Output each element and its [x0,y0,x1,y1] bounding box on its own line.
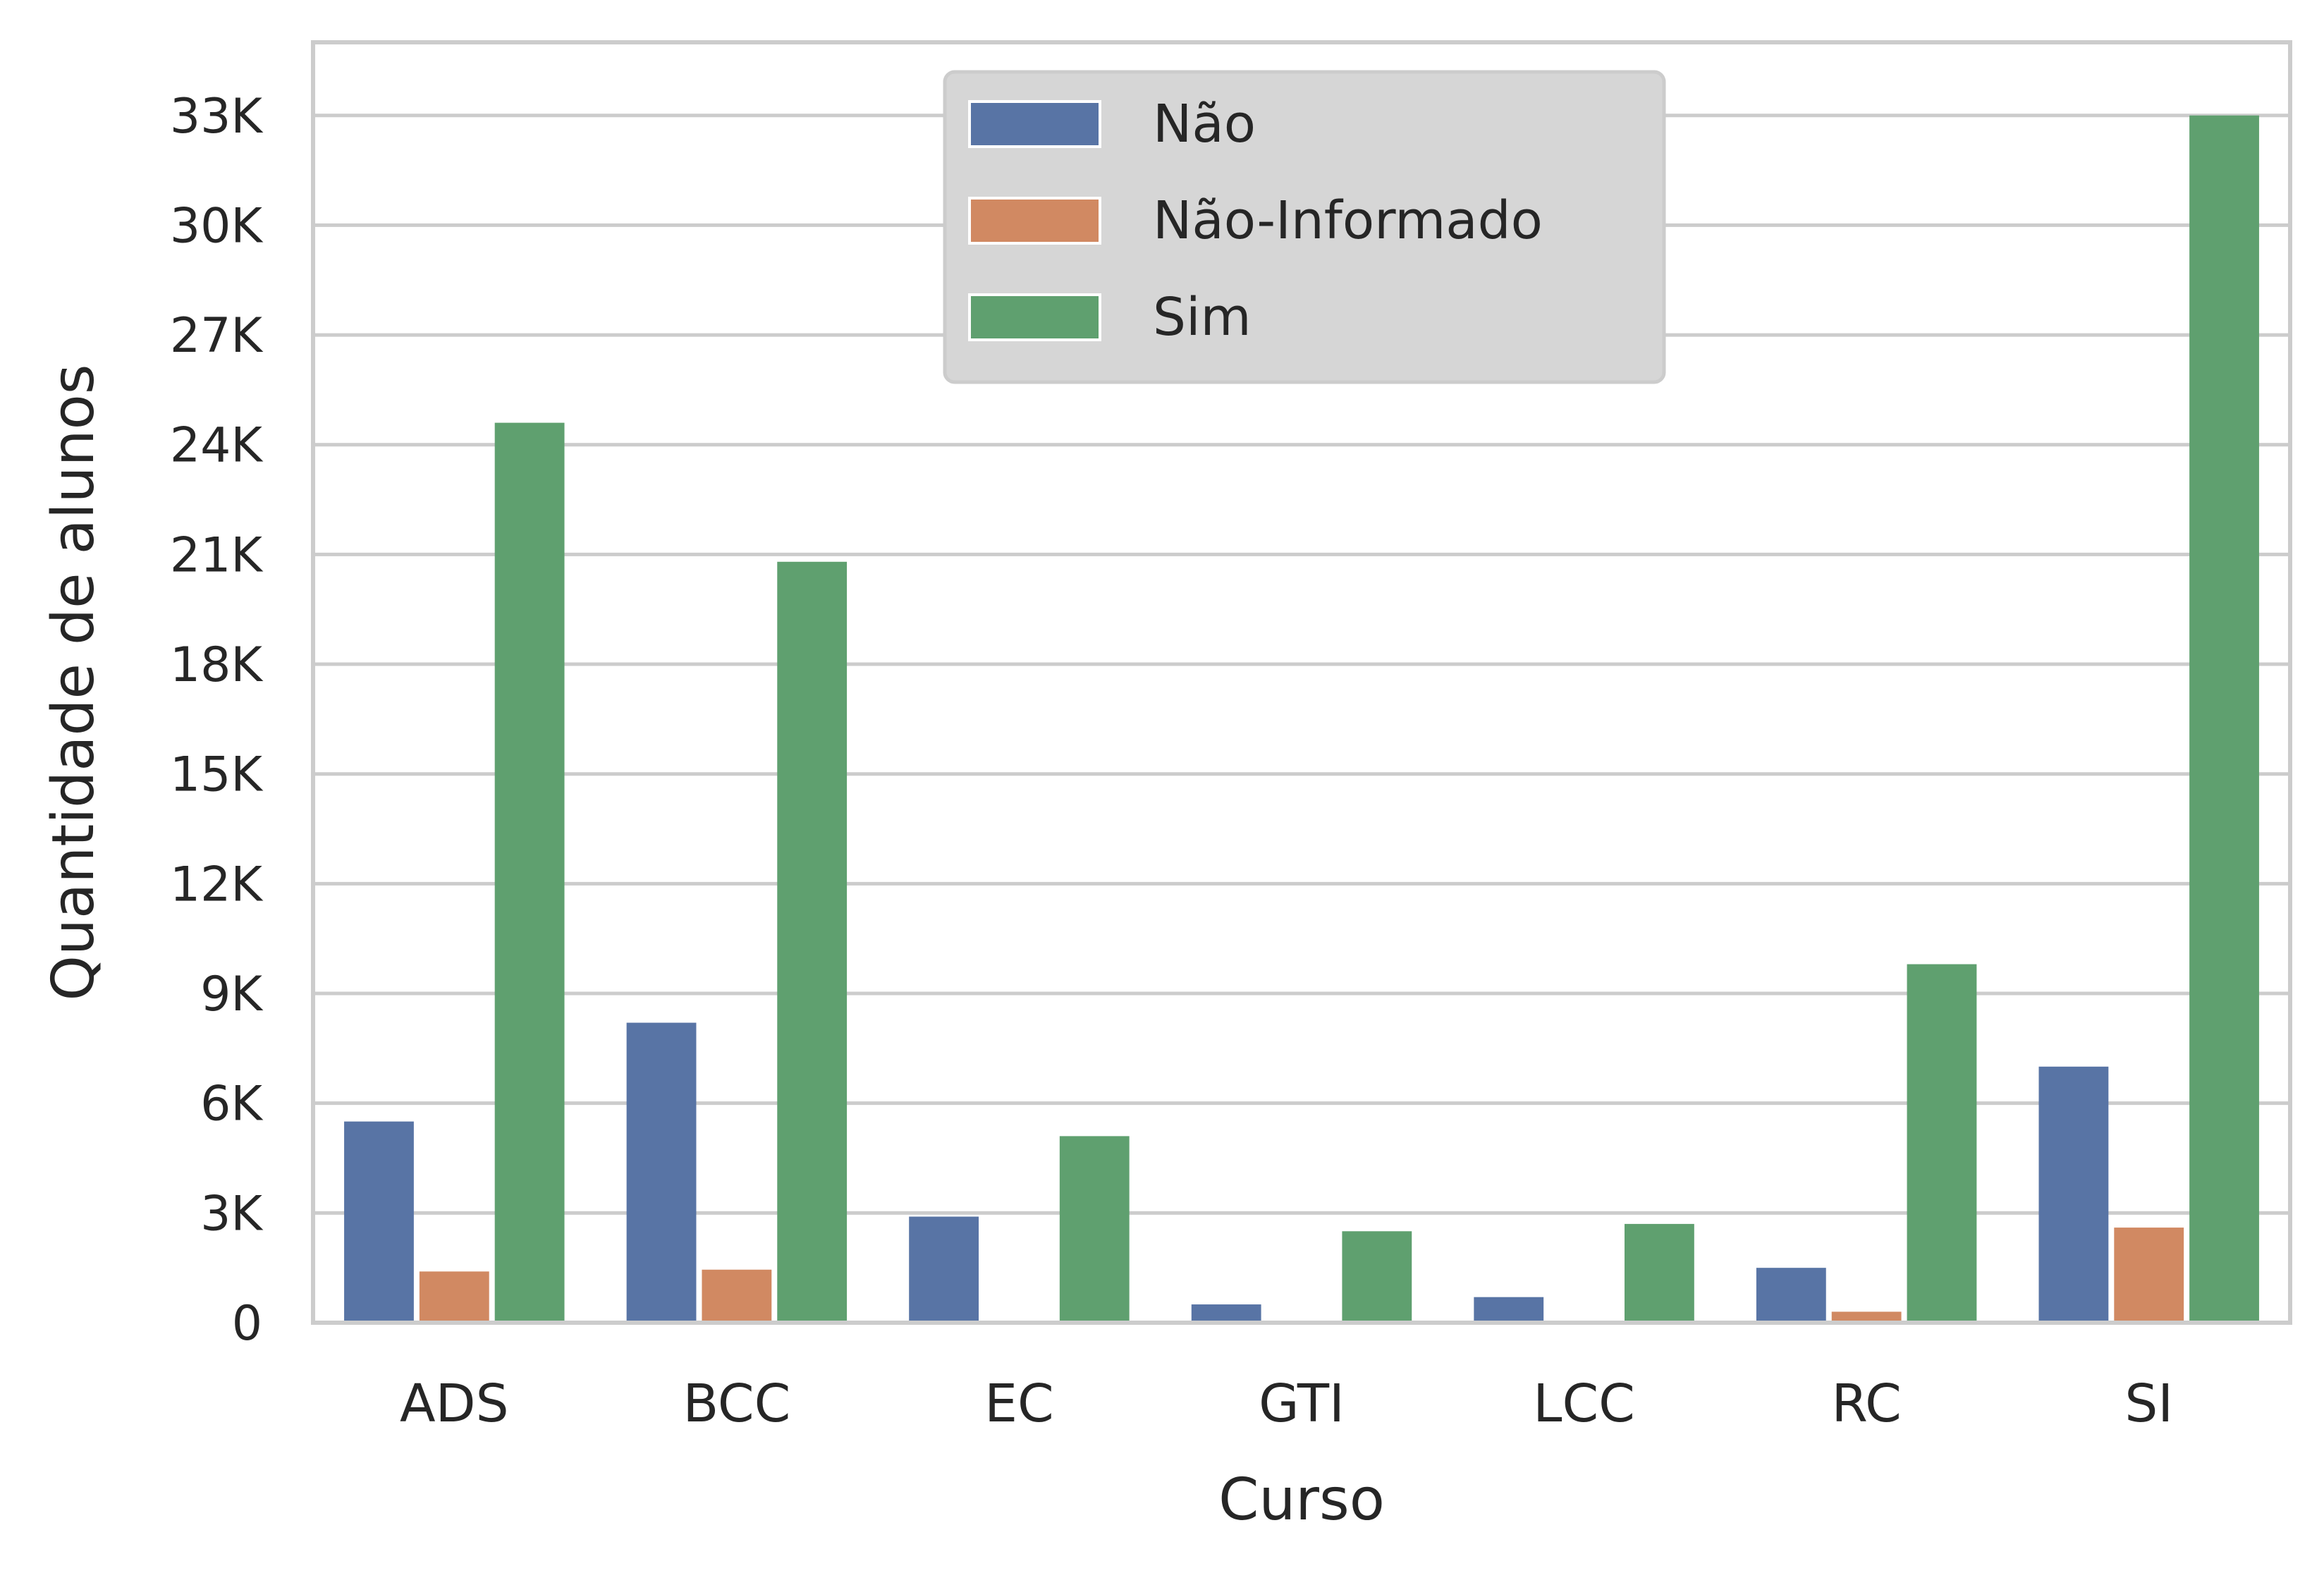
legend-label: Sim [1153,287,1252,348]
bars [344,115,2259,1323]
legend-swatch [968,293,1101,341]
plot-frame [311,40,2292,1325]
x-tick-label: BCC [683,1373,790,1434]
bar [1756,1268,1826,1323]
bar [1831,1311,1902,1323]
bar [702,1269,772,1323]
bar [626,1022,697,1323]
bar [1474,1297,1544,1323]
bar [2038,1066,2109,1323]
legend-label: Não-Informado [1153,190,1543,251]
legend-swatch [968,197,1101,245]
bar [909,1216,979,1323]
x-tick-label: RC [1831,1373,1901,1434]
y-tick-label: 21K [170,527,264,583]
bar [1907,964,1977,1323]
bar [2189,115,2259,1323]
x-tick-labels: ADS BCC EC GTI LCC RC SI [400,1373,2173,1434]
y-tick-label: 27K [170,308,264,364]
y-tick-label: 9K [200,967,264,1022]
bar [1059,1136,1130,1323]
y-tick-label: 6K [200,1077,264,1132]
x-tick-label: EC [984,1373,1053,1434]
bar [1342,1231,1412,1323]
x-tick-label: ADS [400,1373,509,1434]
y-axis-title: Quantidade de alunos [40,365,107,1001]
legend-label: Não [1153,94,1256,154]
y-tick-label: 24K [170,418,264,474]
legend-box [943,70,1666,384]
bar [419,1271,489,1323]
bar [1191,1304,1261,1323]
legend: Não Não-Informado Sim [943,70,1666,384]
bar [2114,1228,2184,1323]
y-tick-label: 0 [232,1296,262,1352]
x-axis-title: Curso [1218,1467,1385,1534]
x-tick-label: GTI [1259,1373,1345,1434]
y-tick-label: 3K [200,1186,264,1242]
bar [494,422,565,1323]
bar [1624,1223,1694,1323]
bar [344,1121,414,1323]
legend-swatch [968,100,1101,148]
bar [777,561,848,1323]
y-tick-label: 12K [170,857,264,912]
y-tick-label: 18K [170,637,264,693]
x-tick-label: LCC [1533,1373,1635,1434]
y-tick-label: 33K [170,89,264,145]
y-tick-label: 15K [170,747,264,803]
y-tick-label: 30K [170,198,264,254]
x-tick-label: SI [2124,1373,2173,1434]
y-tick-labels: 0 3K 6K 9K 12K 15K 18K 21K 24K 27K 30K 33K [170,89,264,1352]
